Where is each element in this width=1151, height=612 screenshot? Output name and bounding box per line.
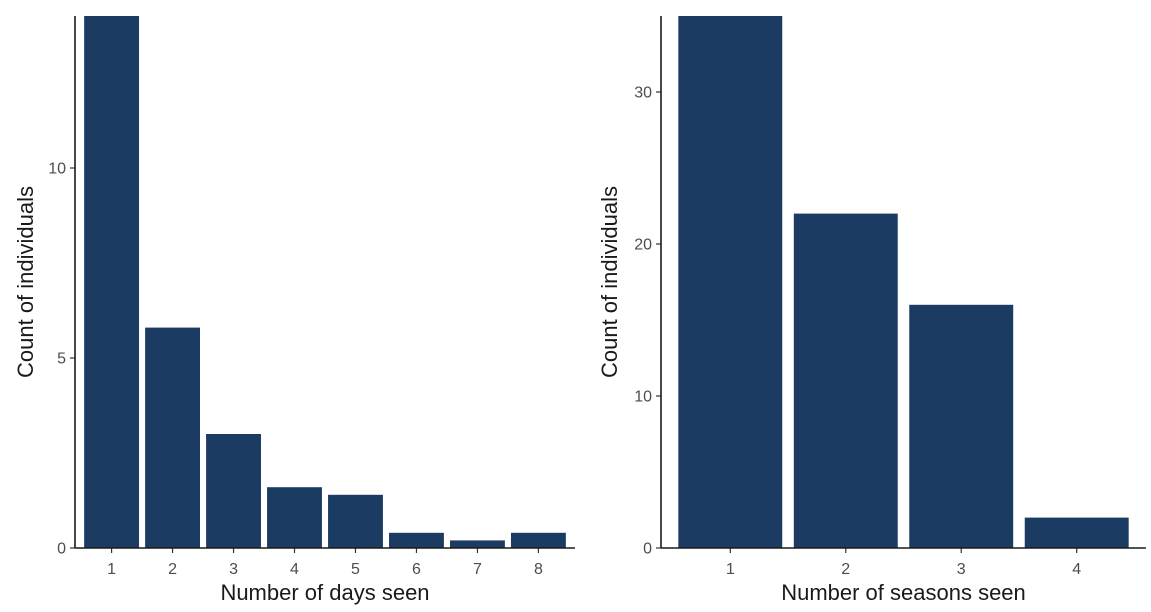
x-tick-label: 2 — [841, 561, 850, 578]
x-tick-label: 3 — [957, 561, 966, 578]
y-axis-title: Count of individuals — [597, 186, 622, 378]
y-tick-label: 0 — [643, 541, 652, 558]
bar-4 — [1024, 517, 1129, 548]
bar-6 — [389, 532, 444, 548]
x-tick-label: 1 — [726, 561, 735, 578]
x-tick-label: 3 — [229, 561, 238, 578]
bar-2 — [793, 213, 898, 548]
bar-1 — [678, 16, 783, 548]
bar-1 — [84, 16, 140, 548]
x-tick-label: 5 — [351, 561, 360, 578]
bar-7 — [450, 540, 505, 548]
x-tick-label: 7 — [473, 561, 482, 578]
bars-group — [678, 16, 1129, 548]
x-tick-label: 4 — [290, 561, 299, 578]
bar-4 — [267, 487, 322, 548]
y-tick-label: 10 — [634, 389, 652, 406]
y-axis-title: Count of individuals — [13, 186, 38, 378]
y-tick-label: 30 — [634, 85, 652, 102]
x-axis-ticks: 1 2 3 4 5 6 7 8 — [107, 548, 543, 578]
x-tick-label: 6 — [412, 561, 421, 578]
y-tick-label: 10 — [48, 161, 66, 178]
x-tick-label: 8 — [534, 561, 543, 578]
y-tick-label: 0 — [57, 541, 66, 558]
y-axis-ticks: 0 10 20 30 — [634, 85, 661, 558]
x-tick-label: 1 — [107, 561, 116, 578]
bars-group — [84, 16, 566, 548]
y-axis-ticks: 0 5 10 — [48, 161, 75, 558]
x-axis-title: Number of seasons seen — [781, 580, 1026, 605]
left-panel-days-seen: 0 5 10 1 2 3 4 5 6 7 8 Number of days seen Count … — [13, 16, 575, 605]
bar-5 — [328, 494, 383, 548]
x-tick-label: 4 — [1072, 561, 1081, 578]
bar-3 — [206, 434, 261, 548]
x-tick-label: 2 — [168, 561, 177, 578]
y-tick-label: 5 — [57, 351, 66, 368]
x-axis-title: Number of days seen — [220, 580, 429, 605]
bar-2 — [145, 327, 200, 548]
bar-3 — [909, 304, 1014, 548]
bar-8 — [510, 532, 566, 548]
y-tick-label: 20 — [634, 237, 652, 254]
right-panel-seasons-seen: 0 10 20 30 1 2 3 4 Number of seasons seen Coun… — [597, 16, 1146, 605]
x-axis-ticks: 1 2 3 4 — [726, 548, 1081, 578]
